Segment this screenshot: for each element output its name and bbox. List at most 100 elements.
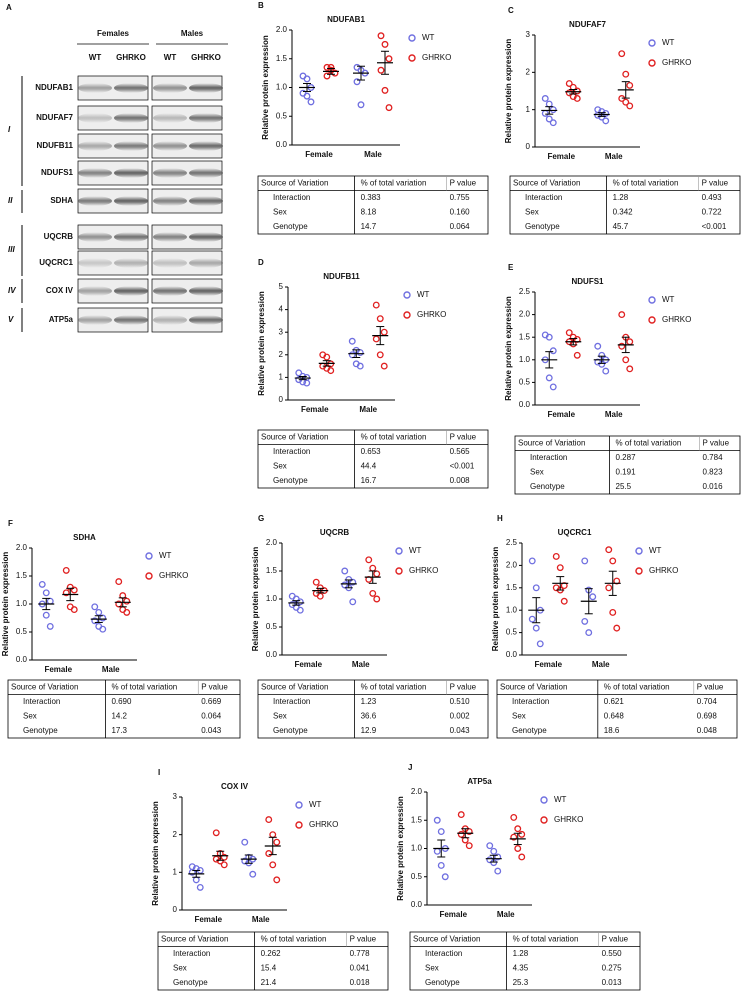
- data-point: [273, 838, 281, 846]
- data-point: [618, 342, 626, 350]
- panel-label: H: [497, 514, 503, 523]
- data-point: [602, 367, 610, 375]
- table-header: P value: [201, 682, 228, 691]
- legend-label: GHRKO: [309, 820, 338, 829]
- y-tick-label: 0.5: [276, 111, 288, 120]
- y-tick-label: 1.0: [276, 83, 288, 92]
- table-cell: Interaction: [425, 949, 462, 958]
- y-tick-label: 2.0: [506, 561, 518, 570]
- table-header: P value: [602, 934, 629, 943]
- table-cell: 0.287: [616, 453, 637, 462]
- data-point: [349, 598, 357, 606]
- class-label: I: [8, 125, 11, 134]
- y-tick-label: 0.0: [519, 400, 531, 409]
- blot-band: [114, 83, 148, 93]
- legend-marker: [145, 572, 153, 580]
- blot-band: [114, 315, 148, 325]
- legend-label: GHRKO: [662, 58, 691, 67]
- lane-label: GHRKO: [116, 53, 146, 62]
- legend-label: WT: [417, 290, 430, 299]
- y-tick-label: 0.5: [519, 378, 531, 387]
- data-point: [589, 593, 597, 601]
- y-tick-label: 0.5: [16, 627, 28, 636]
- lane-label: WT: [164, 53, 177, 62]
- legend-label: GHRKO: [554, 815, 583, 824]
- legend-marker: [540, 796, 548, 804]
- x-tick-label: Female: [194, 915, 222, 924]
- panel-label: C: [508, 6, 514, 15]
- table-cell: 0.722: [702, 207, 723, 216]
- y-tick-label: 2.0: [266, 538, 278, 547]
- chart-title: NDUFAF7: [569, 20, 606, 29]
- table-header: P value: [450, 178, 477, 187]
- x-tick-label: Male: [605, 152, 623, 161]
- y-tick-label: 3: [279, 327, 284, 336]
- data-point: [465, 842, 473, 850]
- data-point: [380, 328, 388, 336]
- blot-band: [153, 232, 187, 242]
- data-point: [565, 329, 573, 337]
- data-point: [518, 853, 526, 861]
- panel-label: B: [258, 1, 264, 10]
- legend-marker: [395, 567, 403, 575]
- data-point: [433, 816, 441, 824]
- data-point: [573, 351, 581, 359]
- table-cell: 14.7: [361, 222, 377, 231]
- data-point: [70, 586, 78, 594]
- table-cell: Interaction: [23, 697, 60, 706]
- y-tick-label: 2: [526, 67, 531, 76]
- data-point: [220, 861, 228, 869]
- table-cell: 0.275: [602, 963, 623, 972]
- y-tick-label: 1.5: [411, 815, 423, 824]
- data-point: [486, 842, 494, 850]
- panel-label: I: [158, 768, 160, 777]
- table-header: Source of Variation: [413, 934, 480, 943]
- data-point: [296, 598, 304, 606]
- chart-title: UQCRC1: [558, 528, 592, 537]
- data-point: [212, 829, 220, 837]
- data-point: [457, 811, 465, 819]
- data-point: [249, 870, 257, 878]
- data-point: [241, 857, 249, 865]
- data-point: [62, 566, 70, 574]
- data-point: [581, 557, 589, 565]
- table-header: Source of Variation: [500, 682, 567, 691]
- data-point: [372, 335, 380, 343]
- chart-title: SDHA: [73, 533, 96, 542]
- blot-band: [153, 168, 187, 178]
- table-cell: Interaction: [273, 193, 310, 202]
- data-point: [605, 546, 613, 554]
- table-header: P value: [697, 682, 724, 691]
- y-tick-label: 2.0: [411, 787, 423, 796]
- blot-band: [153, 196, 187, 206]
- table-cell: Genotype: [23, 726, 58, 735]
- lane-label: WT: [89, 53, 102, 62]
- data-point: [381, 86, 389, 94]
- table-cell: 0.383: [361, 193, 382, 202]
- x-tick-label: Male: [102, 665, 120, 674]
- legend-label: WT: [409, 546, 422, 555]
- data-point: [457, 830, 465, 838]
- data-point: [437, 862, 445, 869]
- blot-band: [114, 168, 148, 178]
- table-border: [409, 931, 641, 991]
- table-cell: 0.621: [604, 697, 625, 706]
- data-point: [385, 104, 393, 112]
- table-cell: 0.493: [702, 193, 723, 202]
- y-tick-label: 1.0: [519, 355, 531, 364]
- table-cell: 0.784: [703, 453, 724, 462]
- y-tick-label: 0.5: [266, 622, 278, 631]
- table-cell: Sex: [173, 963, 187, 972]
- table-cell: Genotype: [525, 222, 560, 231]
- data-point: [510, 833, 518, 841]
- class-label: II: [8, 196, 13, 205]
- table-header: P value: [702, 178, 729, 187]
- table-cell: 0.064: [201, 711, 222, 720]
- data-point: [348, 351, 356, 359]
- blot-band: [78, 232, 112, 242]
- data-point: [549, 347, 557, 355]
- y-tick-label: 0.5: [411, 872, 423, 881]
- table-cell: Genotype: [273, 476, 308, 485]
- data-point: [269, 861, 277, 869]
- blot-band: [78, 168, 112, 178]
